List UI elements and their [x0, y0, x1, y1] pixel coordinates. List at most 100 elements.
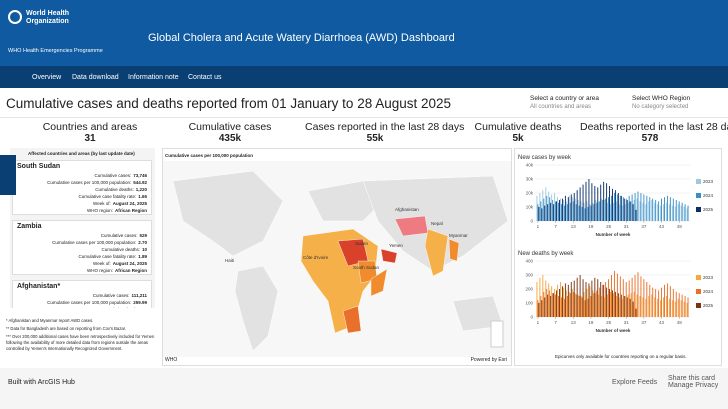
explore-feeds[interactable]: Explore Feeds: [612, 379, 658, 386]
x-tick-label: 25: [606, 224, 612, 229]
filter-value[interactable]: No category selected: [632, 104, 689, 110]
bar: [570, 282, 572, 317]
bar: [686, 303, 688, 317]
bar: [601, 296, 603, 317]
bar: [621, 298, 623, 317]
built-with[interactable]: Built with ArcGIS Hub: [8, 379, 75, 386]
note: * Afghanistan and Myanmar report AWD cas…: [6, 318, 94, 323]
bar: [668, 204, 670, 221]
bar: [629, 298, 631, 317]
kpi-value: 55k: [366, 133, 384, 144]
bar: [613, 270, 615, 317]
bar: [570, 194, 572, 221]
bar: [663, 297, 664, 317]
country-card[interactable]: Zambia Cumulative cases: 529 Cumulative cas…: [12, 220, 152, 275]
bar: [600, 282, 602, 317]
section-title: Cumulative cases and deaths reported fro…: [6, 96, 452, 111]
bar: [664, 284, 665, 317]
bar: [560, 198, 561, 221]
country-area: [448, 238, 460, 262]
bar: [636, 198, 638, 221]
notes: * Afghanistan and Myanmar report AWD cas…: [6, 318, 156, 354]
nav-link[interactable]: Information note: [128, 74, 179, 81]
country-list: Affected countries and areas (by last up…: [10, 148, 155, 308]
bar: [675, 291, 677, 317]
field-label: Cumulative cases per 100,000 population:: [47, 300, 132, 305]
bar: [537, 300, 539, 317]
bar: [562, 287, 564, 317]
legend-label: 2025: [703, 303, 714, 308]
field: Cumulative cases: 529: [13, 232, 151, 239]
bar: [680, 300, 682, 317]
nav-link[interactable]: Overview: [32, 74, 62, 81]
bar: [569, 293, 571, 317]
bar: [540, 296, 542, 317]
nav-link[interactable]: Data download: [72, 74, 119, 81]
bar: [635, 209, 637, 221]
legend-label: 2023: [703, 275, 714, 280]
bar: [555, 294, 557, 317]
nav-link[interactable]: Contact us: [188, 74, 222, 81]
bar: [635, 308, 637, 317]
bar: [560, 282, 561, 317]
field-label: Cumulative cases per 100,000 population:: [52, 240, 137, 245]
share-card[interactable]: Share this card: [668, 375, 716, 382]
bar: [566, 296, 568, 317]
country-area: [380, 248, 398, 264]
zoom-control: [490, 320, 504, 348]
bar: [680, 205, 682, 221]
map-label: Nepal: [431, 221, 443, 226]
bar: [551, 194, 553, 221]
bar: [669, 197, 671, 221]
x-tick-label: 7: [554, 224, 557, 229]
bar: [595, 200, 597, 221]
bar: [613, 293, 614, 317]
bar: [598, 294, 600, 317]
bar: [619, 276, 621, 317]
bar: [561, 286, 563, 317]
bar: [657, 298, 659, 317]
bar: [581, 207, 583, 221]
bar: [666, 283, 668, 317]
bar: [563, 298, 565, 317]
chart-panel: New cases by week 0 10k 20k 30k 40k 2023 2024 20…: [514, 148, 722, 366]
bar: [601, 198, 603, 221]
bar: [664, 197, 665, 221]
bar: [545, 280, 547, 317]
filter-value[interactable]: All countries and areas: [530, 104, 592, 110]
bar: [539, 193, 541, 221]
manage-privacy[interactable]: Manage Privacy: [668, 382, 719, 389]
bar: [573, 193, 575, 221]
country-name: South Sudan: [17, 163, 61, 170]
bar: [603, 181, 605, 221]
country-card[interactable]: Afghanistan* Cumulative cases: 111,211 Cumu…: [12, 280, 152, 308]
bar: [661, 287, 663, 317]
country-card[interactable]: South Sudan Cumulative cases: 73,746 Cumula…: [12, 160, 152, 215]
bar: [577, 294, 579, 317]
filter-label[interactable]: Select WHO Region: [632, 95, 691, 102]
x-tick-label: 31: [624, 224, 630, 229]
bar: [623, 296, 625, 317]
field-label: Cumulative cases:: [100, 233, 138, 238]
nav-bar: [0, 66, 728, 88]
filter-label[interactable]: Select a country or area: [530, 95, 600, 102]
bar: [592, 290, 594, 317]
bar: [558, 296, 559, 317]
bar: [616, 273, 618, 317]
bar: [564, 195, 566, 221]
bar: [548, 191, 550, 221]
bar: [652, 198, 654, 221]
y-tick-label: 100: [525, 301, 533, 306]
bar: [603, 284, 605, 317]
y-tick-label: 200: [525, 287, 533, 292]
note: ** Data for Bangladesh are based on repo…: [6, 326, 126, 331]
bar: [652, 287, 654, 317]
kpi-value: 435k: [218, 133, 242, 144]
bar: [579, 187, 581, 221]
bar: [551, 286, 553, 317]
side-tools[interactable]: [0, 155, 16, 195]
field-label: Week of:: [93, 261, 111, 266]
bar: [622, 279, 624, 317]
y-tick-label: 20k: [526, 191, 534, 196]
field: WHO region: African Region: [13, 267, 151, 274]
